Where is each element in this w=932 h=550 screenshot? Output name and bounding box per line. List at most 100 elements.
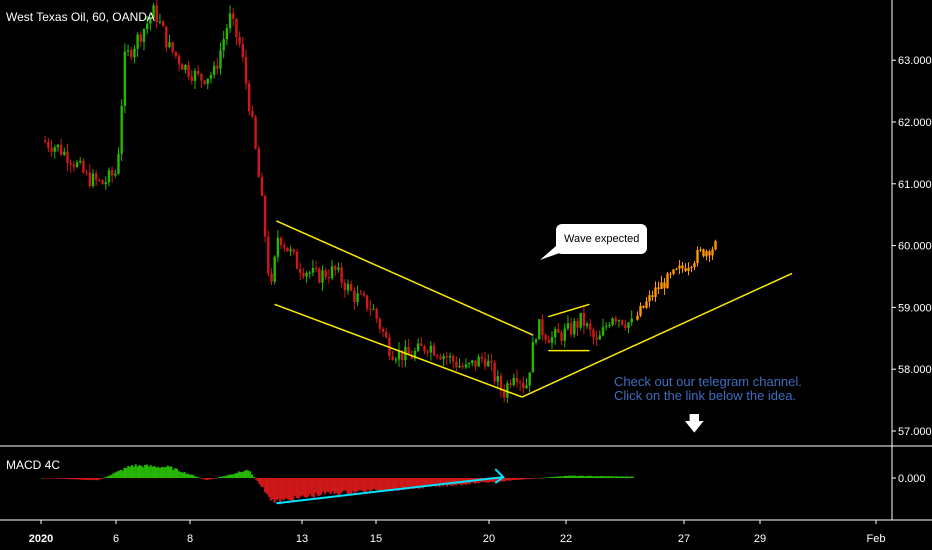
price-candle bbox=[624, 324, 627, 328]
price-candle bbox=[531, 342, 535, 373]
price-candle bbox=[257, 148, 260, 178]
macd-bar bbox=[594, 476, 597, 478]
macd-bar bbox=[271, 478, 274, 500]
macd-bar bbox=[239, 471, 242, 478]
price-candle bbox=[604, 326, 608, 328]
price-candle bbox=[589, 323, 592, 330]
price-candle bbox=[63, 151, 66, 155]
macd-bar bbox=[196, 477, 199, 478]
macd-indicator-label: MACD 4C bbox=[6, 458, 61, 472]
price-candle bbox=[534, 339, 538, 343]
macd-bar bbox=[372, 478, 375, 489]
macd-bar bbox=[67, 478, 70, 480]
price-candle bbox=[582, 313, 586, 327]
macd-bar bbox=[560, 476, 563, 478]
macd-bar bbox=[256, 478, 259, 482]
price-tick-label: 62.000 bbox=[898, 117, 932, 129]
macd-bar bbox=[449, 478, 452, 486]
price-candle bbox=[53, 147, 56, 152]
macd-bar bbox=[63, 478, 66, 479]
price-candle bbox=[209, 75, 213, 79]
macd-bar bbox=[129, 466, 132, 478]
price-candle bbox=[359, 293, 362, 295]
price-candle bbox=[362, 293, 366, 296]
price-candle bbox=[47, 142, 50, 148]
macd-bar bbox=[341, 478, 343, 493]
macd-bar bbox=[76, 478, 79, 480]
price-candle bbox=[445, 356, 449, 358]
price-candle bbox=[614, 318, 617, 322]
time-tick-label: 22 bbox=[560, 533, 572, 545]
price-candle bbox=[522, 382, 525, 389]
macd-bar bbox=[530, 478, 533, 479]
macd-bar bbox=[170, 466, 173, 478]
macd-bar bbox=[601, 476, 604, 478]
macd-bar bbox=[614, 476, 617, 478]
trendline-2 bbox=[521, 272, 793, 398]
macd-bar bbox=[494, 478, 497, 482]
macd-bar bbox=[266, 478, 268, 495]
macd-bar bbox=[406, 478, 409, 488]
macd-bar bbox=[416, 478, 418, 487]
price-candle bbox=[493, 362, 496, 382]
price-candle bbox=[59, 144, 63, 155]
price-candle bbox=[222, 39, 225, 51]
macd-bar bbox=[267, 478, 270, 497]
projection-candle bbox=[681, 265, 684, 269]
price-candle bbox=[69, 163, 72, 165]
price-candle bbox=[126, 50, 130, 52]
projection-candle bbox=[672, 269, 675, 274]
macd-bar bbox=[91, 478, 94, 481]
price-candle bbox=[155, 5, 158, 23]
telegram-promo: Check out our telegram channel. Click on… bbox=[614, 375, 802, 403]
macd-bar bbox=[221, 476, 223, 478]
projection-candle bbox=[699, 249, 702, 251]
projection-candle bbox=[660, 282, 663, 290]
price-candle bbox=[273, 256, 276, 282]
price-candle bbox=[43, 140, 47, 143]
macd-bar bbox=[312, 478, 315, 498]
price-candle bbox=[483, 358, 487, 367]
projection-candle bbox=[687, 267, 690, 271]
macd-bar bbox=[453, 478, 456, 485]
macd-bar bbox=[335, 478, 338, 493]
price-candle bbox=[451, 355, 455, 362]
macd-bar bbox=[151, 466, 154, 478]
price-candle bbox=[385, 331, 388, 338]
price-candle bbox=[244, 57, 248, 84]
macd-bar bbox=[104, 477, 107, 478]
macd-bar bbox=[324, 478, 327, 495]
macd-bar bbox=[361, 478, 364, 492]
macd-bar bbox=[564, 475, 567, 478]
price-candle bbox=[372, 308, 375, 310]
macd-bar bbox=[622, 476, 625, 478]
price-candle bbox=[340, 267, 343, 283]
price-candle bbox=[123, 51, 127, 106]
projection-candle bbox=[636, 315, 639, 320]
projection-candle bbox=[657, 287, 660, 290]
price-tick-label: 59.000 bbox=[898, 302, 932, 314]
macd-bar bbox=[596, 476, 598, 478]
macd-bar bbox=[611, 476, 613, 478]
macd-bar bbox=[547, 477, 550, 478]
projection-candle bbox=[663, 282, 666, 289]
macd-bar bbox=[297, 478, 300, 499]
macd-bar bbox=[607, 476, 610, 478]
time-tick-label: 8 bbox=[187, 533, 193, 545]
trendline-3 bbox=[548, 303, 590, 318]
macd-bar bbox=[46, 478, 49, 479]
macd-bar bbox=[489, 478, 492, 483]
price-candle bbox=[196, 70, 200, 74]
price-candle bbox=[490, 360, 493, 363]
price-candle bbox=[94, 173, 98, 180]
macd-bar bbox=[252, 476, 255, 478]
price-candle bbox=[254, 116, 257, 149]
price-candle bbox=[286, 247, 289, 252]
macd-bar bbox=[78, 478, 81, 480]
macd-bar bbox=[237, 471, 240, 478]
macd-bar bbox=[393, 478, 396, 489]
macd-bar bbox=[446, 478, 448, 487]
macd-bar bbox=[457, 478, 460, 485]
price-candle bbox=[365, 295, 369, 309]
